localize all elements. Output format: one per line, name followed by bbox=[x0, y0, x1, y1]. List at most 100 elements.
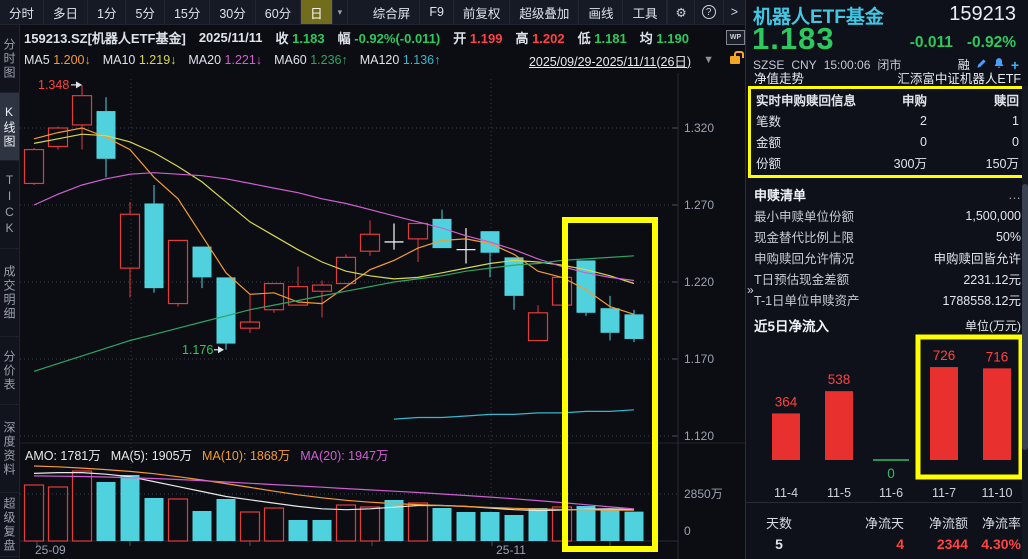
date-range-link[interactable]: 2025/09/29-2025/11/11(26日) bbox=[528, 54, 692, 69]
margin-flag: 融 bbox=[957, 58, 970, 72]
edit-icon[interactable] bbox=[976, 58, 987, 72]
svg-text:11-10: 11-10 bbox=[981, 486, 1012, 500]
scrollbar-thumb[interactable] bbox=[1022, 184, 1028, 450]
sub-list-row: 现金替代比例上限 50% bbox=[754, 229, 1021, 246]
realtime-subscription-table: 实时申购赎回信息 申购 赎回 笔数 2 1 金额 0 0 份额 300万 150万 bbox=[748, 86, 1027, 178]
ma-item-MA10: MA10 1.219↓ bbox=[102, 53, 177, 67]
flow-stats-values: 5 4 2344 4.30% bbox=[775, 536, 1021, 552]
symbol-label: 159213.SZ[机器人ETF基金] bbox=[24, 30, 186, 46]
tool-button-F9[interactable]: F9 bbox=[420, 0, 454, 24]
change-percent: -0.92% bbox=[966, 34, 1016, 51]
sidebar-tab-分价表[interactable]: 分价表 bbox=[0, 337, 19, 405]
svg-text:716: 716 bbox=[986, 349, 1009, 364]
fund-full-name: 汇添富中证机器人ETF bbox=[897, 72, 1021, 86]
fund-title: 机器人ETF基金 bbox=[753, 7, 884, 28]
ma-bar: MA5 1.200↓ MA10 1.219↓ MA20 1.221↓ MA60 1.2… bbox=[24, 48, 744, 72]
svg-text:538: 538 bbox=[828, 372, 851, 387]
period-button-1分[interactable]: 1分 bbox=[88, 0, 127, 24]
svg-text:25-09: 25-09 bbox=[35, 543, 66, 557]
sidebar-tab-深度资料[interactable]: 深度资料 bbox=[0, 405, 19, 493]
sidebar-tab-TICK[interactable]: TICK bbox=[0, 161, 19, 249]
unlock-icon[interactable] bbox=[730, 51, 744, 64]
ma-item-MA120: MA120 1.136↑ bbox=[359, 53, 441, 67]
svg-text:1.270: 1.270 bbox=[684, 198, 714, 212]
tool-button-画线[interactable]: 画线 bbox=[579, 0, 624, 24]
period-button-5分[interactable]: 5分 bbox=[126, 0, 165, 24]
expand-arrow[interactable]: » bbox=[747, 283, 754, 297]
alert-bell-icon[interactable] bbox=[993, 57, 1005, 72]
quote-meta: SZSE CNY 15:00:06 闭市 融 + bbox=[753, 56, 1019, 73]
wp-icon[interactable]: WP bbox=[726, 29, 745, 45]
tool-button-工具[interactable]: 工具 bbox=[623, 0, 668, 24]
quote-field-低: 低 1.181 bbox=[577, 30, 627, 46]
period-button-日[interactable]: 日 bbox=[301, 0, 333, 24]
period-button-30分[interactable]: 30分 bbox=[210, 0, 256, 24]
svg-text:11-6: 11-6 bbox=[879, 486, 903, 500]
svg-text:726: 726 bbox=[933, 348, 956, 363]
period-button-多日[interactable]: 多日 bbox=[44, 0, 89, 24]
info-bar: 159213.SZ[机器人ETF基金] 2025/11/11 收 1.183 幅 … bbox=[24, 26, 745, 48]
kline-chart[interactable]: 1.320 1.270 1.220 1.170 1.120 2850万 0 25-09 25-1… bbox=[20, 73, 745, 559]
tool-button-超级叠加[interactable]: 超级叠加 bbox=[510, 0, 580, 24]
svg-text:0: 0 bbox=[887, 466, 895, 481]
date-range-dropdown-icon[interactable]: ▼ bbox=[703, 54, 714, 66]
net-inflow-title: 近5日净流入 bbox=[754, 319, 830, 334]
nav-row: 净值走势 汇添富中证机器人ETF bbox=[746, 70, 1028, 86]
quote-field-开: 开 1.199 bbox=[453, 30, 503, 46]
change-value: -0.011 bbox=[909, 34, 953, 51]
expand-toolbar-icon[interactable]: > bbox=[722, 0, 745, 24]
exchange-label: SZSE bbox=[753, 57, 785, 72]
net-inflow-unit: 单位(万元) bbox=[965, 318, 1021, 333]
svg-text:11-7: 11-7 bbox=[932, 486, 956, 500]
last-price: 1.183 bbox=[752, 21, 835, 56]
right-panel: 机器人ETF基金 159213 1.183 -0.011 -0.92% SZSE… bbox=[745, 0, 1028, 559]
realtime-row-份额: 份额 300万 150万 bbox=[756, 157, 1019, 171]
sidebar-tab-K线图[interactable]: K线图 bbox=[0, 93, 19, 161]
svg-text:0: 0 bbox=[684, 524, 691, 538]
tool-button-前复权[interactable]: 前复权 bbox=[454, 0, 511, 24]
tab-nav-trend[interactable]: 净值走势 bbox=[754, 72, 805, 86]
sidebar-tab-超级复盘[interactable]: 超级复盘 bbox=[0, 493, 19, 557]
sub-list-row: T-1日单位申赎资产 1788558.12元 bbox=[754, 294, 1021, 308]
svg-text:364: 364 bbox=[775, 394, 798, 409]
sub-list-row: 最小申赎单位份额 1,500,000 bbox=[754, 208, 1021, 225]
add-watchlist-icon[interactable]: + bbox=[1010, 56, 1019, 73]
sub-list-row: 申购赎回允许情况 申购赎回皆允许 bbox=[754, 252, 1021, 266]
realtime-row-金额: 金额 0 0 bbox=[756, 134, 1019, 151]
quote-field-幅: 幅 -0.92%(-0.011) bbox=[337, 30, 441, 46]
scrollbar[interactable] bbox=[1022, 86, 1028, 559]
svg-text:11-5: 11-5 bbox=[827, 486, 851, 500]
quote-field-均: 均 1.190 bbox=[639, 30, 689, 46]
realtime-table-header: 实时申购赎回信息 申购 赎回 bbox=[756, 94, 1019, 108]
tool-button-综合屏[interactable]: 综合屏 bbox=[364, 0, 421, 24]
svg-text:1.220: 1.220 bbox=[684, 275, 714, 289]
svg-text:1.176: 1.176 bbox=[182, 343, 213, 357]
date-label: 2025/11/11 bbox=[198, 29, 263, 45]
ma-item-MA5: MA5 1.200↓ bbox=[24, 53, 91, 67]
ma-item-MA20: MA20 1.221↓ bbox=[188, 53, 263, 67]
settings-gear-icon[interactable]: ⚙ bbox=[667, 0, 693, 24]
subscription-list-title: 申赎清单 bbox=[754, 187, 807, 203]
period-button-分时[interactable]: 分时 bbox=[0, 0, 45, 24]
quote-fields: 收 1.183 幅 -0.92%(-0.011) 开 1.199 高 1.202 低 1… bbox=[275, 28, 688, 47]
flow-stats-header: 天数 净流天 净流额 净流率 bbox=[765, 515, 1021, 531]
left-sidebar: 分时图 K线图 TICK 成交明细 分价表 深度资料 超级复盘 bbox=[0, 25, 20, 559]
period-button-15分[interactable]: 15分 bbox=[165, 0, 211, 24]
svg-text:1.120: 1.120 bbox=[684, 429, 714, 443]
more-button[interactable]: … bbox=[1008, 186, 1021, 202]
ma-item-MA60: MA60 1.236↑ bbox=[274, 53, 348, 67]
sidebar-tab-成交明细[interactable]: 成交明细 bbox=[0, 249, 19, 337]
currency-label: CNY bbox=[791, 57, 817, 72]
svg-text:2850万: 2850万 bbox=[684, 487, 723, 501]
period-dropdown-icon[interactable]: ▾ bbox=[333, 0, 349, 24]
net-inflow-chart: 364 11-4 538 11-5 0 11-6 726 11-7 716 11-10 bbox=[772, 334, 1024, 500]
help-icon[interactable]: ? bbox=[693, 0, 723, 24]
quote-time: 15:00:06 bbox=[823, 57, 871, 72]
fund-code: 159213 bbox=[949, 3, 1016, 25]
sidebar-tab-分时图[interactable]: 分时图 bbox=[0, 25, 19, 93]
flow-stats-table: 天数 净流天 净流额 净流率 5 4 2344 4.30% bbox=[746, 502, 1028, 559]
ma-values: MA5 1.200↓ MA10 1.219↓ MA20 1.221↓ MA60 1.2… bbox=[24, 53, 440, 67]
realtime-row-笔数: 笔数 2 1 bbox=[756, 113, 1019, 130]
period-button-60分[interactable]: 60分 bbox=[256, 0, 302, 24]
quote-field-收: 收 1.183 bbox=[275, 30, 325, 46]
